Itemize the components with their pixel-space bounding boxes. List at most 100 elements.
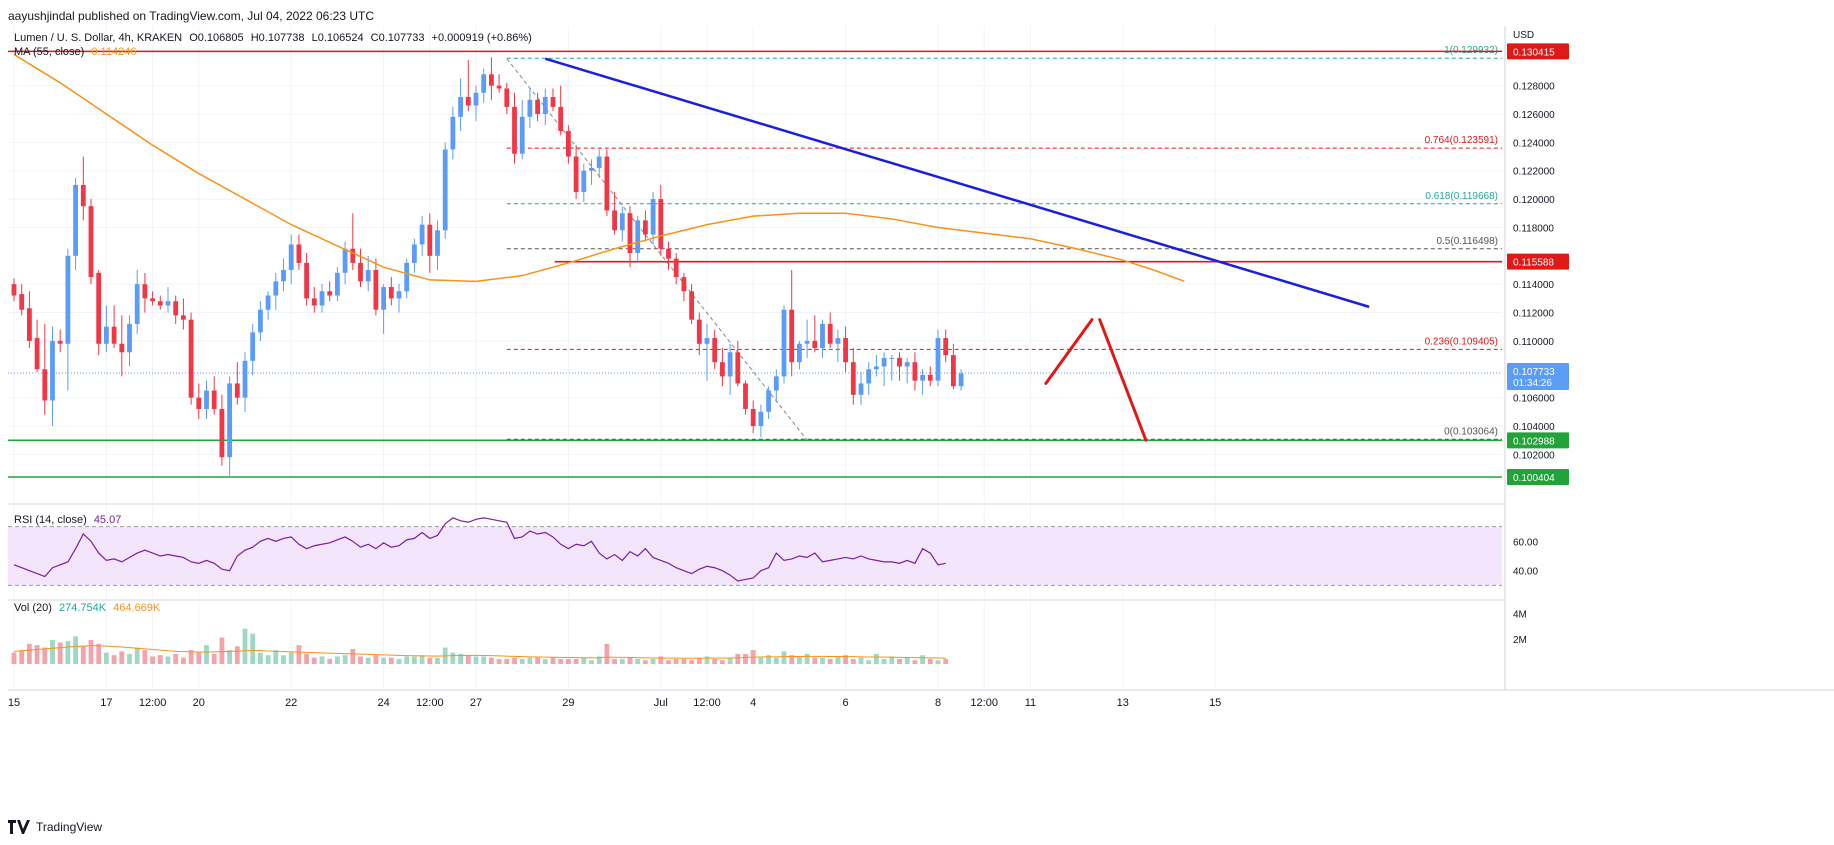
candle-body (73, 184, 78, 256)
candle-body (727, 352, 733, 377)
chart-area[interactable]: 15 17 12:00 20 22 24 12:00 27 29 Jul 12:00 4 6 8 12:00… (0, 26, 1834, 816)
fib-level-label: 0.618(0.119668) (1425, 191, 1498, 202)
x-tick-label: 12:00 (693, 697, 721, 709)
candle-body (273, 281, 279, 296)
volume-bar (920, 655, 925, 664)
volume-bar (689, 660, 694, 664)
candle-body (365, 270, 371, 282)
main-legend: Lumen / U. S. Dollar, 4h, KRAKEN O0.1068… (14, 32, 536, 44)
candle-body (512, 106, 517, 154)
candle-body (458, 96, 463, 117)
x-tick-label: 20 (193, 697, 205, 709)
candle-body (88, 206, 94, 278)
volume-bar (365, 657, 371, 664)
candle-body (666, 248, 671, 259)
vol-legend: Vol (20) 274.754K 464.669K (14, 602, 164, 614)
candle-body (57, 340, 63, 344)
candle-body (481, 74, 487, 93)
x-tick-label: 17 (100, 697, 112, 709)
publish-line: aayushjindal published on TradingView.co… (8, 9, 375, 23)
y-tick-label: 0.104000 (1513, 422, 1555, 433)
candle-body (835, 338, 841, 344)
fib-level-label: 0.5(0.116498) (1436, 236, 1498, 247)
volume-bar (281, 655, 286, 664)
candle-body (134, 284, 140, 324)
volume-bar (835, 656, 841, 664)
volume-bar (227, 650, 232, 664)
candle-body (281, 270, 286, 282)
candle-body (689, 291, 694, 320)
volume-bar (11, 652, 17, 664)
candle-body (596, 156, 602, 168)
volume-bar (311, 657, 317, 664)
vol-tick-label: 4M (1513, 610, 1527, 621)
candle-body (927, 374, 933, 381)
candle-body (104, 326, 109, 344)
fib-level-label: 0(0.103064) (1444, 426, 1498, 437)
volume-bar (80, 646, 86, 664)
x-tick-label: 29 (562, 697, 574, 709)
volume-bar (696, 657, 702, 664)
candle-body (65, 255, 71, 344)
volume-bar (142, 650, 148, 664)
ma-label: MA (55, close) (14, 46, 85, 58)
x-tick-label: 24 (377, 697, 389, 709)
candle-body (943, 338, 949, 356)
candle-body (373, 270, 379, 310)
candle-body (80, 184, 86, 207)
candle-body (335, 272, 340, 296)
volume-bar (250, 633, 256, 664)
candle-body (181, 315, 186, 320)
candle-body (150, 298, 155, 302)
vol-value-1: 274.754K (58, 602, 107, 614)
volume-bar (589, 660, 594, 664)
volume-bar (65, 641, 71, 664)
resistance-2-price-label: 0.115588 (1513, 258, 1554, 269)
open-value: O0.106805 (189, 32, 244, 44)
candle-body (473, 92, 479, 106)
footer: TradingView (8, 820, 102, 834)
volume-bar (196, 652, 202, 664)
rsi-label: RSI (14, close) (14, 514, 87, 526)
volume-bar (73, 636, 78, 664)
candle-body (412, 244, 417, 263)
candle-body (288, 244, 294, 270)
candle-body (111, 326, 117, 344)
candle-body (311, 298, 317, 306)
candle-body (920, 374, 925, 381)
candle-body (912, 362, 918, 381)
volume-bar (797, 656, 802, 664)
rsi-tick-label: 40.00 (1513, 567, 1538, 578)
volume-bar (335, 656, 340, 664)
volume-bar (358, 656, 363, 664)
candle-body (242, 360, 248, 398)
volume-bar (658, 656, 664, 664)
volume-bar (527, 657, 533, 664)
close-value: C0.107733 (370, 32, 425, 44)
candle-body (958, 373, 964, 387)
candle-body (581, 170, 587, 192)
candle-body (766, 390, 771, 412)
volume-bar (19, 650, 25, 664)
candle-body (396, 291, 402, 299)
candle-body (635, 220, 641, 253)
volume-ma-line (13, 645, 946, 659)
chart-svg[interactable]: 15 17 12:00 20 22 24 12:00 27 29 Jul 12:00 4 6 8 12:00… (0, 26, 1834, 816)
candle-body (889, 357, 895, 359)
candle-body (265, 295, 271, 310)
candle-body (319, 291, 325, 306)
rsi-legend: RSI (14, close) 45.07 (14, 514, 125, 526)
candle-body (673, 258, 679, 278)
countdown-label: 01:34:26 (1513, 378, 1552, 389)
volume-bar (450, 652, 456, 664)
candle-body (627, 213, 633, 253)
volume-bar (827, 658, 833, 664)
x-tick-label: 12:00 (139, 697, 167, 709)
volume-bar (866, 660, 872, 664)
candle-body (142, 284, 148, 299)
volume-bar (489, 657, 494, 664)
candle-body (712, 338, 718, 363)
volume-bar (858, 657, 864, 664)
x-tick-label: 12:00 (970, 697, 998, 709)
y-tick-label: 0.118000 (1513, 223, 1554, 234)
